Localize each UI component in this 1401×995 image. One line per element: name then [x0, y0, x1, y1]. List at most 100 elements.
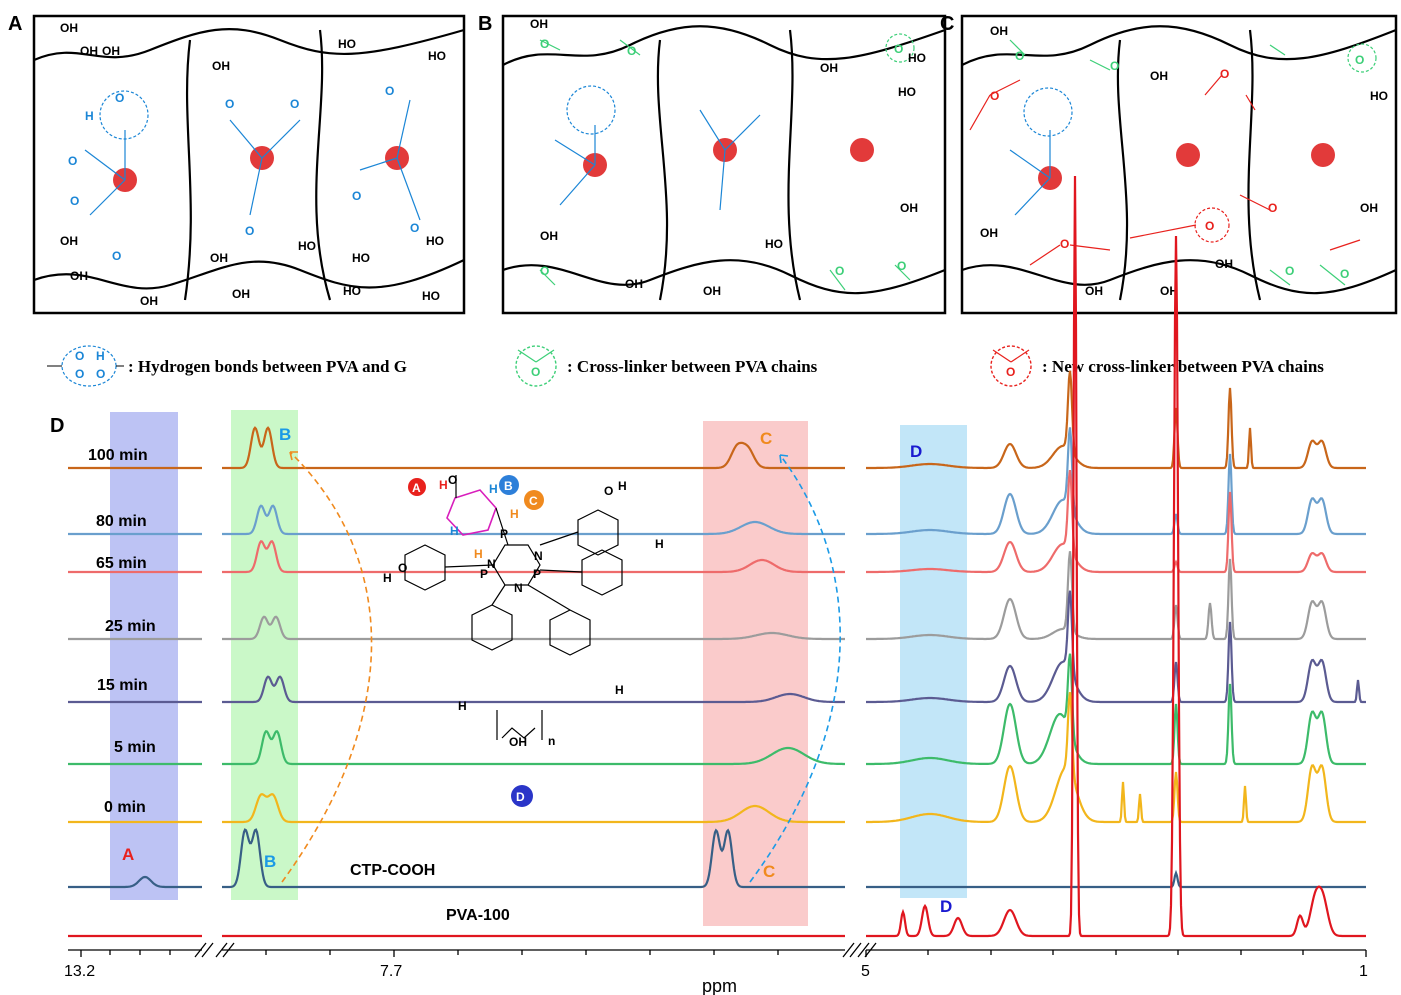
region-b-highlight — [231, 410, 298, 900]
svg-text:O: O — [1220, 67, 1229, 81]
svg-text:O: O — [225, 97, 234, 111]
svg-text:OH: OH — [703, 284, 721, 298]
spectrum-trace-7-segment-2 — [866, 869, 1366, 889]
region-label-b-top: B — [279, 425, 291, 444]
svg-text:O: O — [385, 84, 394, 98]
svg-text:OH: OH — [625, 277, 643, 291]
spectrum-trace-5-segment-1 — [222, 730, 845, 766]
svg-text:H: H — [85, 109, 94, 123]
spectrum-trace-5-segment-2 — [866, 653, 1366, 766]
svg-text:O: O — [96, 367, 105, 381]
region-label-c-bottom: C — [763, 862, 775, 881]
svg-text:O: O — [410, 221, 419, 235]
spectrum-trace-8-segment-2 — [866, 175, 1366, 938]
svg-text:OH: OH — [1150, 69, 1168, 83]
region-a-highlight — [110, 412, 178, 900]
x-axis-title: ppm — [702, 976, 737, 995]
schematic-panel-b: OH HO HO HO OH OH OH OH OH O O O O O O — [501, 14, 947, 315]
svg-text:O: O — [897, 259, 906, 273]
series-label-ctp-cooh: CTP-COOH — [350, 862, 435, 879]
svg-text:HO: HO — [426, 234, 444, 248]
svg-text:P: P — [480, 567, 488, 581]
series-label-80min: 80 min — [96, 513, 147, 530]
svg-text:HO: HO — [1370, 89, 1388, 103]
svg-text:OH: OH — [540, 229, 558, 243]
svg-text:OH: OH — [900, 201, 918, 215]
svg-text:H: H — [458, 699, 467, 713]
svg-text:N: N — [514, 581, 523, 595]
svg-text:HO: HO — [765, 237, 783, 251]
svg-text:OH: OH — [1085, 284, 1103, 298]
svg-text:OH: OH — [990, 24, 1008, 38]
svg-text:OH: OH — [210, 251, 228, 265]
legend-crosslinker-text: : Cross-linker between PVA chains — [567, 357, 818, 376]
svg-text:O: O — [1015, 49, 1024, 63]
svg-text:N: N — [487, 557, 496, 571]
svg-text:O: O — [835, 264, 844, 278]
spectrum-trace-2-segment-2 — [866, 469, 1366, 574]
svg-text:HO: HO — [343, 284, 361, 298]
svg-text:C: C — [529, 494, 538, 508]
svg-text:H: H — [450, 524, 459, 538]
svg-text:O: O — [245, 224, 254, 238]
x-tick-5: 5 — [861, 963, 870, 980]
svg-text:n: n — [548, 734, 555, 748]
region-label-c-top: C — [760, 429, 772, 448]
svg-text:O: O — [115, 91, 124, 105]
spectrum-trace-1-segment-1 — [222, 504, 845, 536]
spectrum-trace-7-segment-0 — [68, 875, 202, 889]
g-core-icon — [850, 138, 874, 162]
series-label-15min: 15 min — [97, 677, 148, 694]
spectrum-trace-6-segment-1 — [222, 793, 845, 824]
svg-text:OH: OH — [820, 61, 838, 75]
svg-text:HO: HO — [338, 37, 356, 51]
arrow-c-dashed — [749, 454, 841, 883]
svg-text:OH: OH — [212, 59, 230, 73]
svg-text:OH: OH — [530, 17, 548, 31]
spectrum-trace-0-segment-2 — [866, 370, 1366, 470]
svg-text:H: H — [510, 507, 519, 521]
ctp-cooh-structure — [404, 475, 623, 740]
svg-text:N: N — [534, 549, 543, 563]
x-tick-7-7: 7.7 — [380, 963, 402, 980]
svg-text:O: O — [1355, 53, 1364, 67]
svg-text:H: H — [618, 479, 627, 493]
spectrum-trace-6-segment-2 — [866, 692, 1366, 824]
legend-hbond-text: : Hydrogen bonds between PVA and G — [128, 357, 407, 376]
svg-text:O: O — [75, 367, 84, 381]
panel-label-b: B — [478, 13, 492, 35]
region-d-highlight — [900, 425, 967, 898]
svg-text:H: H — [383, 571, 392, 585]
molecule-markers: A B C D — [408, 475, 544, 807]
new-crosslinker-legend-icon: O — [990, 345, 1032, 387]
svg-text:O: O — [290, 97, 299, 111]
region-label-b-bottom: B — [264, 852, 276, 871]
svg-text:O: O — [1110, 59, 1119, 73]
svg-text:A: A — [412, 481, 421, 495]
legend-new-crosslinker-text: : New cross-linker between PVA chains — [1042, 357, 1324, 376]
svg-text:H: H — [439, 478, 448, 492]
svg-text:O: O — [70, 194, 79, 208]
svg-text:OH: OH — [102, 44, 120, 58]
spectrum-trace-3-segment-1 — [222, 615, 845, 641]
series-label-5min: 5 min — [114, 739, 156, 756]
panel-label-a: A — [8, 13, 22, 35]
svg-text:O: O — [894, 42, 903, 56]
svg-text:O: O — [540, 37, 549, 51]
g-core-icon — [1311, 143, 1335, 167]
svg-text:P: P — [533, 567, 541, 581]
svg-text:OH: OH — [60, 21, 78, 35]
svg-text:OH: OH — [1160, 284, 1178, 298]
svg-text:P: P — [500, 527, 508, 541]
svg-text:O: O — [540, 264, 549, 278]
hbond-legend-icon: O H O O — [47, 345, 124, 387]
series-label-pva-100: PVA-100 — [446, 907, 510, 924]
svg-text:HO: HO — [898, 85, 916, 99]
spectrum-trace-7-segment-1 — [222, 828, 845, 889]
svg-text:OH: OH — [70, 269, 88, 283]
svg-text:H: H — [474, 547, 483, 561]
svg-text:O: O — [1340, 267, 1349, 281]
crosslinker-legend-icon: O — [515, 345, 557, 387]
series-label-100min: 100 min — [88, 447, 148, 464]
